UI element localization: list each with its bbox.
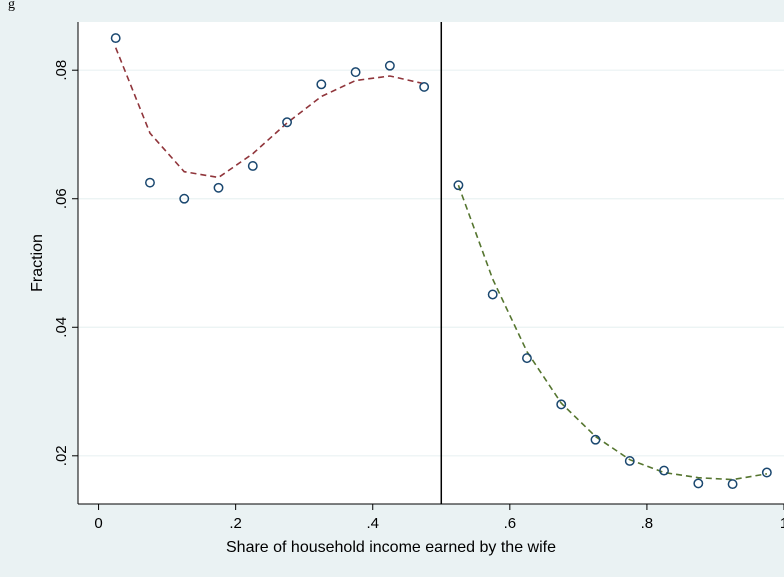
- x-axis-title: Share of household income earned by the …: [226, 539, 556, 556]
- scatter-point: [316, 79, 327, 90]
- scatter-points: [110, 33, 772, 490]
- x-tick-label: .6: [504, 515, 517, 532]
- y-tick-label: .08: [53, 60, 70, 81]
- fit-lines: [114, 47, 768, 481]
- scatter-point: [145, 177, 155, 188]
- fit-line-left: [114, 47, 425, 179]
- x-tick-label: .2: [229, 515, 242, 532]
- scatter-point: [350, 67, 361, 78]
- scatter-point: [453, 180, 464, 191]
- scatter-point: [659, 465, 669, 476]
- plot-area: [78, 22, 784, 504]
- clipped-caption-text: g: [8, 0, 15, 12]
- scatter-point: [590, 434, 601, 445]
- scatter-point: [624, 455, 635, 466]
- y-axis-title: Fraction: [29, 234, 46, 292]
- fit-line-right: [457, 184, 768, 481]
- y-tick-label: .04: [53, 317, 70, 338]
- scatter-point: [761, 467, 772, 478]
- scatter-point: [247, 161, 258, 171]
- y-tick-label: .06: [53, 188, 70, 209]
- grid-lines: [78, 69, 784, 457]
- scatter-point: [384, 60, 395, 71]
- scatter-point: [419, 81, 430, 92]
- scatter-point: [213, 182, 224, 193]
- scatter-point: [693, 478, 704, 489]
- x-tick-label: .4: [366, 515, 379, 532]
- x-tick-label: 0: [94, 515, 102, 532]
- axes: .02 .04 .06 .08 0 .2 .4 .6 .8 1: [53, 22, 784, 532]
- scatter-point: [556, 399, 567, 410]
- scatter-point: [110, 33, 121, 44]
- scatter-point: [282, 117, 293, 128]
- scatter-point: [522, 353, 532, 364]
- x-tick-label: 1: [780, 515, 784, 532]
- y-tick-label: .02: [53, 445, 70, 466]
- scatter-point: [727, 479, 738, 490]
- scatter-point: [487, 289, 498, 300]
- scatter-point: [179, 193, 190, 204]
- x-tick-label: .8: [641, 515, 654, 532]
